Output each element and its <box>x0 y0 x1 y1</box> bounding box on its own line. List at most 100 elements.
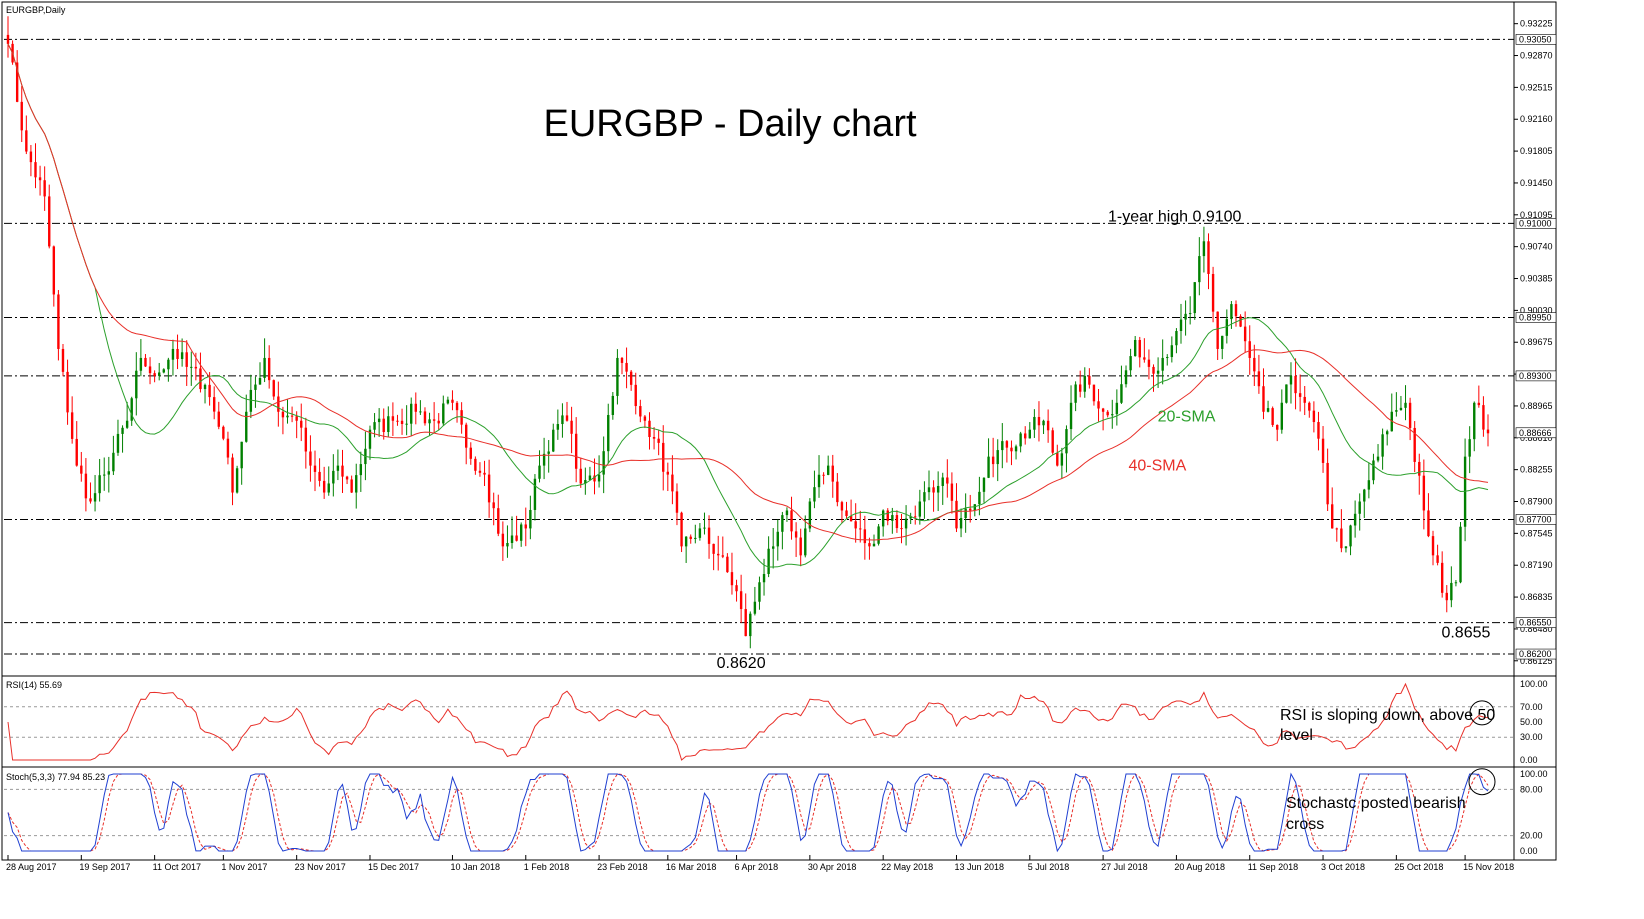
candle-body <box>1037 416 1041 426</box>
level-price-label: 0.87700 <box>1519 514 1552 524</box>
candle-body <box>570 420 573 434</box>
candle-body <box>694 537 697 539</box>
candle-body <box>6 34 10 44</box>
candle-body <box>1188 313 1192 315</box>
candle-body <box>877 526 880 544</box>
candle-body <box>1115 402 1119 415</box>
candle-body <box>313 465 317 472</box>
candle-body <box>1069 402 1073 430</box>
candle-body <box>584 480 587 484</box>
candle-body <box>1486 429 1490 434</box>
candle-body <box>1152 366 1155 374</box>
stoch-axis-label: 0.00 <box>1520 846 1538 856</box>
candle-body <box>712 543 715 554</box>
candle-body <box>1101 408 1105 412</box>
stoch-annotation: Stochastc posted bearish cross <box>1286 795 1466 833</box>
candle-body <box>547 451 550 454</box>
sma40-label: 40-SMA <box>1129 458 1187 475</box>
candle-body <box>20 101 23 131</box>
stoch-main-line <box>7 772 1489 853</box>
candle-body <box>707 527 711 544</box>
candle-body <box>634 384 637 407</box>
candle-body <box>240 441 243 469</box>
candle-body <box>350 479 353 493</box>
stoch-title: Stoch(5,3,3) 77.94 85.23 <box>6 772 105 782</box>
sma20-label: 20-SMA <box>1158 408 1216 425</box>
time-axis-label: 1 Feb 2018 <box>524 862 570 872</box>
candle-body <box>336 465 340 471</box>
price-axis-label: 0.86835 <box>1520 592 1553 602</box>
candle-body <box>107 471 111 475</box>
candle-body <box>1143 357 1146 360</box>
time-axis-label: 10 Jan 2018 <box>450 862 500 872</box>
candle-body <box>629 371 633 385</box>
candle-body <box>474 458 477 471</box>
time-axis-label: 1 Nov 2017 <box>221 862 267 872</box>
candle-body <box>529 509 532 529</box>
candle-body <box>1431 536 1435 556</box>
candle-body <box>80 465 83 474</box>
candle-body <box>767 548 770 575</box>
candle-body <box>52 246 56 295</box>
candle-body <box>382 418 385 433</box>
candle-body <box>671 474 674 492</box>
candle-body <box>1046 420 1050 431</box>
candle-body <box>1468 439 1471 457</box>
candle-body <box>158 372 161 376</box>
candle-body <box>666 471 670 475</box>
candle-body <box>978 491 981 505</box>
candle-body <box>400 420 404 424</box>
candle-body <box>822 474 825 476</box>
rsi-annotation: RSI is sloping down, above 50 level <box>1280 707 1495 744</box>
candle-body <box>1088 375 1091 385</box>
candle-body <box>1440 562 1444 593</box>
level-price-label: 0.91000 <box>1519 218 1552 228</box>
candle-body <box>744 609 747 637</box>
candle-body <box>1111 414 1114 416</box>
price-axis-label: 0.86125 <box>1520 656 1553 666</box>
candle-body <box>1065 429 1068 454</box>
candle-body <box>950 483 954 501</box>
price-axis-label: 0.92870 <box>1520 51 1553 61</box>
candle-body <box>1243 326 1247 342</box>
candle-body <box>991 456 995 465</box>
candle-body <box>15 62 19 102</box>
candle-body <box>859 528 862 530</box>
candle-body <box>139 357 143 371</box>
candle-body <box>652 437 656 439</box>
candle-body <box>1193 282 1196 314</box>
price-axis-label: 0.90030 <box>1520 305 1553 315</box>
price-axis-label: 0.86480 <box>1520 624 1553 634</box>
candle-body <box>1358 501 1361 514</box>
candle-body <box>1024 433 1027 439</box>
candle-body <box>93 493 97 502</box>
candle-body <box>428 419 431 424</box>
candle-body <box>1303 396 1306 403</box>
candle-body <box>1285 384 1288 403</box>
candle-body <box>616 357 619 396</box>
candle-body <box>817 474 821 488</box>
time-axis-label: 28 Aug 2017 <box>6 862 57 872</box>
candle-body <box>1321 438 1325 463</box>
candle-body <box>1083 375 1086 392</box>
candle-body <box>648 420 651 438</box>
time-axis-label: 22 May 2018 <box>881 862 933 872</box>
candle-body <box>116 433 120 453</box>
stoch-axis-label: 100.00 <box>1520 769 1548 779</box>
candle-body <box>1312 410 1316 423</box>
candle-body <box>281 411 285 418</box>
candle-body <box>373 422 376 430</box>
candle-body <box>510 535 514 543</box>
candle-body <box>808 501 812 529</box>
candle-body <box>89 498 92 502</box>
candle-body <box>726 556 729 573</box>
candle-body <box>167 359 170 370</box>
time-axis-label: 3 Oct 2018 <box>1321 862 1365 872</box>
candle-body <box>29 151 33 163</box>
sma40-line <box>7 43 1489 541</box>
candle-body <box>318 471 321 481</box>
level-price-box <box>1515 514 1557 525</box>
candle-body <box>226 438 230 458</box>
candle-body <box>249 389 253 412</box>
